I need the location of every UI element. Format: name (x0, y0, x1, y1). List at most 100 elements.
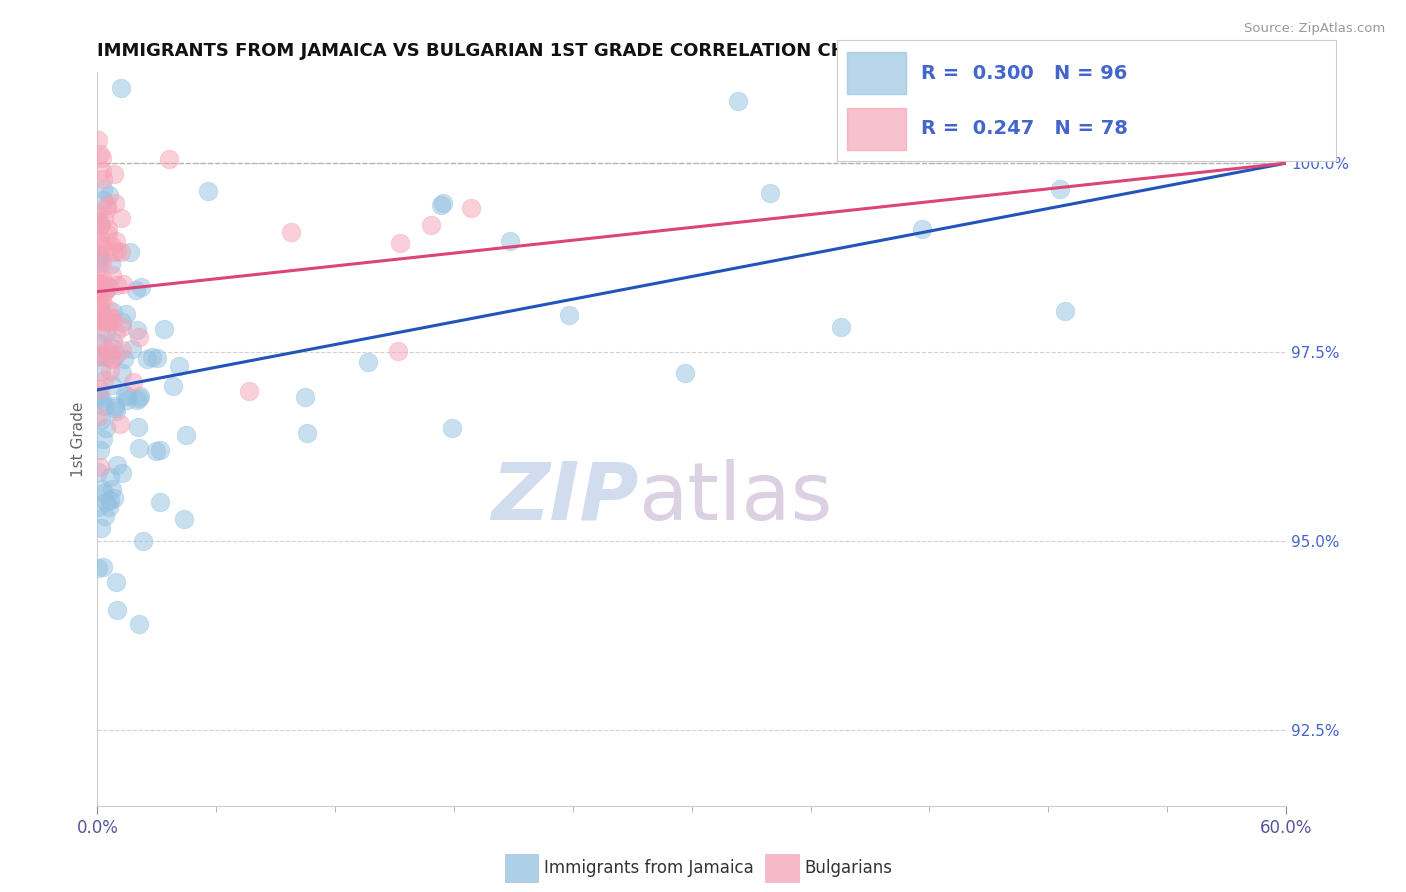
Point (98, 188, 121, 202)
Point (176, 427, 198, 442)
Point (112, 352, 135, 367)
Point (89, 302, 111, 317)
Text: IMMIGRANTS FROM JAMAICA VS BULGARIAN 1ST GRADE CORRELATION CHART: IMMIGRANTS FROM JAMAICA VS BULGARIAN 1ST… (97, 42, 886, 60)
Point (104, 404, 127, 418)
Point (87, 291, 110, 305)
Point (89, 308, 111, 322)
Point (101, 351, 124, 366)
Point (89, 460, 111, 475)
Point (111, 366, 134, 380)
Point (98, 310, 121, 324)
Point (91, 182, 114, 196)
Point (94, 284, 117, 298)
Point (93, 212, 115, 227)
Point (942, 112, 965, 126)
Point (94, 284, 117, 298)
Point (87, 350, 110, 364)
Point (97, 302, 120, 317)
Point (149, 443, 172, 458)
Point (104, 401, 127, 415)
Point (108, 417, 131, 432)
Point (127, 419, 149, 434)
Point (93, 485, 115, 500)
Point (111, 466, 134, 480)
Point (111, 315, 134, 329)
Point (94, 326, 117, 340)
Point (91, 559, 114, 574)
Point (128, 391, 150, 405)
Point (127, 393, 149, 408)
Point (104, 196, 127, 211)
Point (157, 152, 180, 166)
Point (389, 236, 412, 251)
Point (145, 444, 167, 458)
Point (101, 268, 124, 282)
Point (103, 305, 125, 319)
Point (97, 500, 120, 514)
Point (121, 342, 143, 356)
Point (94, 495, 117, 509)
Point (105, 234, 128, 248)
Point (105, 458, 128, 473)
Point (1265, 141, 1288, 155)
Text: Bulgarians: Bulgarians (804, 859, 893, 877)
Point (87, 336, 110, 351)
Point (87, 500, 110, 514)
Point (89, 251, 111, 265)
Point (98, 470, 121, 484)
Point (90, 363, 112, 377)
Point (103, 245, 125, 260)
Point (558, 308, 581, 322)
Point (90, 318, 112, 333)
Point (111, 277, 134, 292)
Point (105, 575, 128, 590)
Point (104, 399, 127, 413)
Point (387, 343, 409, 358)
Point (131, 533, 153, 548)
Point (101, 351, 124, 365)
Point (110, 211, 132, 226)
Point (90, 413, 112, 427)
Point (105, 603, 128, 617)
Point (97, 280, 120, 294)
Point (89, 297, 111, 311)
Point (420, 218, 443, 232)
Point (100, 257, 122, 271)
Point (94, 310, 117, 325)
Point (96, 201, 118, 215)
Point (101, 334, 124, 349)
Point (90, 337, 112, 351)
Point (141, 350, 163, 364)
Point (90, 252, 112, 266)
Point (89, 391, 111, 405)
Point (110, 80, 132, 95)
Point (149, 495, 172, 509)
Point (104, 325, 127, 339)
Point (103, 491, 125, 505)
Point (1049, 182, 1071, 196)
Point (294, 390, 316, 404)
Point (430, 197, 453, 211)
Point (280, 225, 302, 239)
Point (128, 441, 150, 455)
Point (105, 277, 128, 292)
Point (87, 561, 110, 575)
Point (94, 313, 117, 327)
Point (87, 247, 110, 261)
Point (146, 351, 169, 365)
Point (98, 492, 121, 507)
Point (91, 432, 114, 446)
Point (97, 221, 120, 235)
Point (125, 284, 148, 298)
Point (105, 348, 128, 362)
Point (96, 315, 118, 329)
Point (96, 421, 118, 435)
Point (91, 394, 114, 409)
Text: atlas: atlas (638, 458, 832, 537)
Point (830, 319, 852, 334)
Text: Source: ZipAtlas.com: Source: ZipAtlas.com (1244, 22, 1385, 36)
Point (128, 617, 150, 632)
Point (129, 389, 152, 403)
FancyBboxPatch shape (846, 108, 907, 150)
Point (499, 234, 522, 248)
